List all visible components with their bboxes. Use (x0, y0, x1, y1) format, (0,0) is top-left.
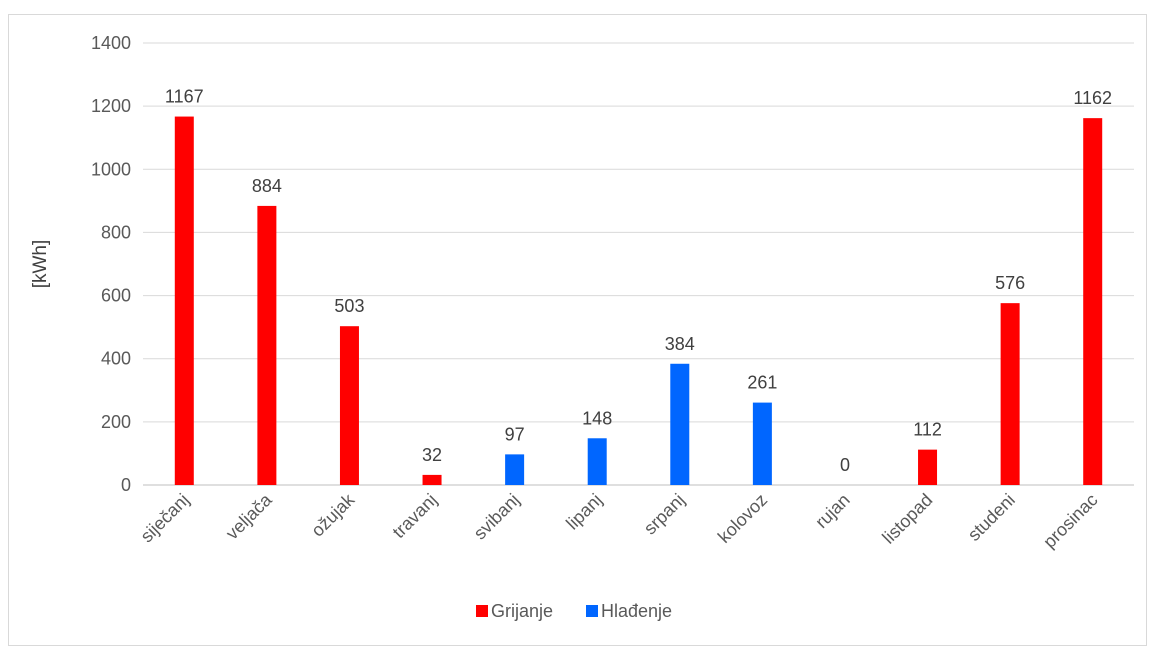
data-label: 884 (252, 176, 282, 196)
x-axis-ticks: siječanj veljača ožujak travanj svibanj lipan… (137, 489, 1102, 552)
bar-travanj (422, 474, 442, 485)
data-label: 384 (665, 334, 695, 354)
y-tick-label: 1400 (91, 33, 131, 53)
y-tick-label: 1000 (91, 159, 131, 179)
y-tick-label: 1200 (91, 96, 131, 116)
legend-label: Hlađenje (601, 601, 672, 621)
data-label: 261 (747, 373, 777, 393)
gridlines (143, 42, 1134, 486)
bar-ožujak (339, 326, 359, 485)
bar-listopad (918, 449, 938, 485)
y-axis-label: [kWh] (30, 240, 51, 289)
x-tick-label: ožujak (307, 489, 359, 541)
x-tick-label: veljača (222, 489, 276, 543)
data-label: 503 (334, 296, 364, 316)
x-tick-label: srpanj (640, 490, 689, 539)
x-tick-label: siječanj (137, 490, 194, 547)
bar-lipanj (587, 438, 607, 485)
chart-frame (8, 14, 1147, 646)
bar-prosinac (1083, 118, 1103, 485)
legend-swatch (476, 605, 488, 617)
bars (174, 116, 1103, 485)
legend-label: Grijanje (491, 601, 553, 621)
bar-svibanj (505, 454, 525, 485)
y-tick-label: 400 (101, 349, 131, 369)
legend: Grijanje Hlađenje (476, 601, 672, 621)
x-tick-label: prosinac (1039, 490, 1101, 552)
x-tick-label: listopad (878, 490, 936, 548)
legend-swatch (586, 605, 598, 617)
y-tick-label: 600 (101, 286, 131, 306)
bar-kolovoz (752, 402, 772, 485)
data-label: 97 (505, 424, 525, 444)
x-tick-label: svibanj (470, 490, 524, 544)
y-tick-label: 0 (121, 475, 131, 495)
y-tick-label: 200 (101, 412, 131, 432)
bar-siječanj (174, 116, 194, 485)
bar-srpanj (670, 363, 690, 485)
data-label: 148 (582, 408, 612, 428)
x-tick-label: studeni (964, 490, 1019, 545)
data-label: 1167 (165, 87, 204, 107)
data-label: 112 (913, 420, 942, 440)
data-labels: 1167 884 503 32 97 148 384 261 0 112 576 1162 (165, 87, 1112, 475)
x-tick-label: travanj (389, 490, 441, 542)
data-label: 0 (840, 455, 850, 475)
x-tick-label: rujan (811, 490, 853, 532)
bar-studeni (1000, 303, 1020, 485)
data-label: 1162 (1073, 88, 1112, 108)
data-label: 32 (422, 445, 442, 465)
data-label: 576 (995, 273, 1025, 293)
x-tick-label: kolovoz (714, 490, 771, 547)
y-tick-label: 800 (101, 222, 131, 242)
x-tick-label: lipanj (562, 490, 606, 534)
y-axis-ticks: 0 200 400 600 800 1000 1200 1400 (91, 33, 131, 495)
bar-veljača (257, 205, 277, 485)
